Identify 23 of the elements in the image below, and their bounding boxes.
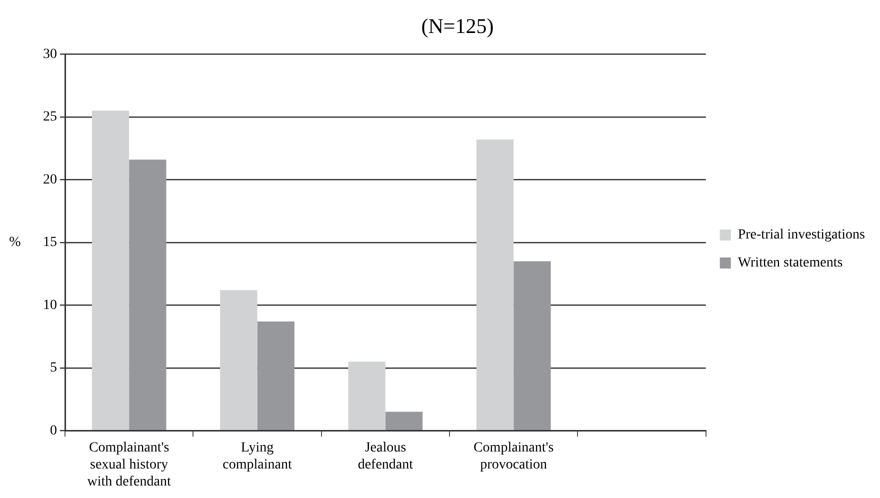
x-tick-label: Jealous defendant [358, 440, 414, 472]
legend-label: Written statements [738, 256, 843, 271]
y-axis-title: % [9, 235, 22, 250]
bar [514, 261, 551, 430]
bar [129, 160, 166, 430]
bar [476, 140, 514, 430]
y-tick-label: 30 [43, 46, 57, 62]
y-tick-label: 25 [43, 110, 57, 125]
x-tick-label: Complainant's sexual history with defendant [87, 440, 171, 490]
y-tick-label: 0 [50, 423, 57, 438]
x-tick-label: Complainant's provocation [473, 440, 554, 472]
legend-label: Pre-trial investigations [738, 228, 866, 243]
y-tick-label: 10 [43, 298, 57, 313]
bar [257, 321, 294, 430]
x-tick-label: Lying complainant [222, 440, 292, 472]
y-tick-label: 20 [43, 172, 57, 188]
y-tick-label: 5 [50, 360, 57, 376]
bar [92, 110, 130, 430]
y-tick-label: 15 [43, 235, 57, 250]
chart-title: (N=125) [421, 14, 494, 38]
bar [220, 290, 258, 430]
bar [385, 412, 423, 430]
bar [348, 362, 386, 430]
